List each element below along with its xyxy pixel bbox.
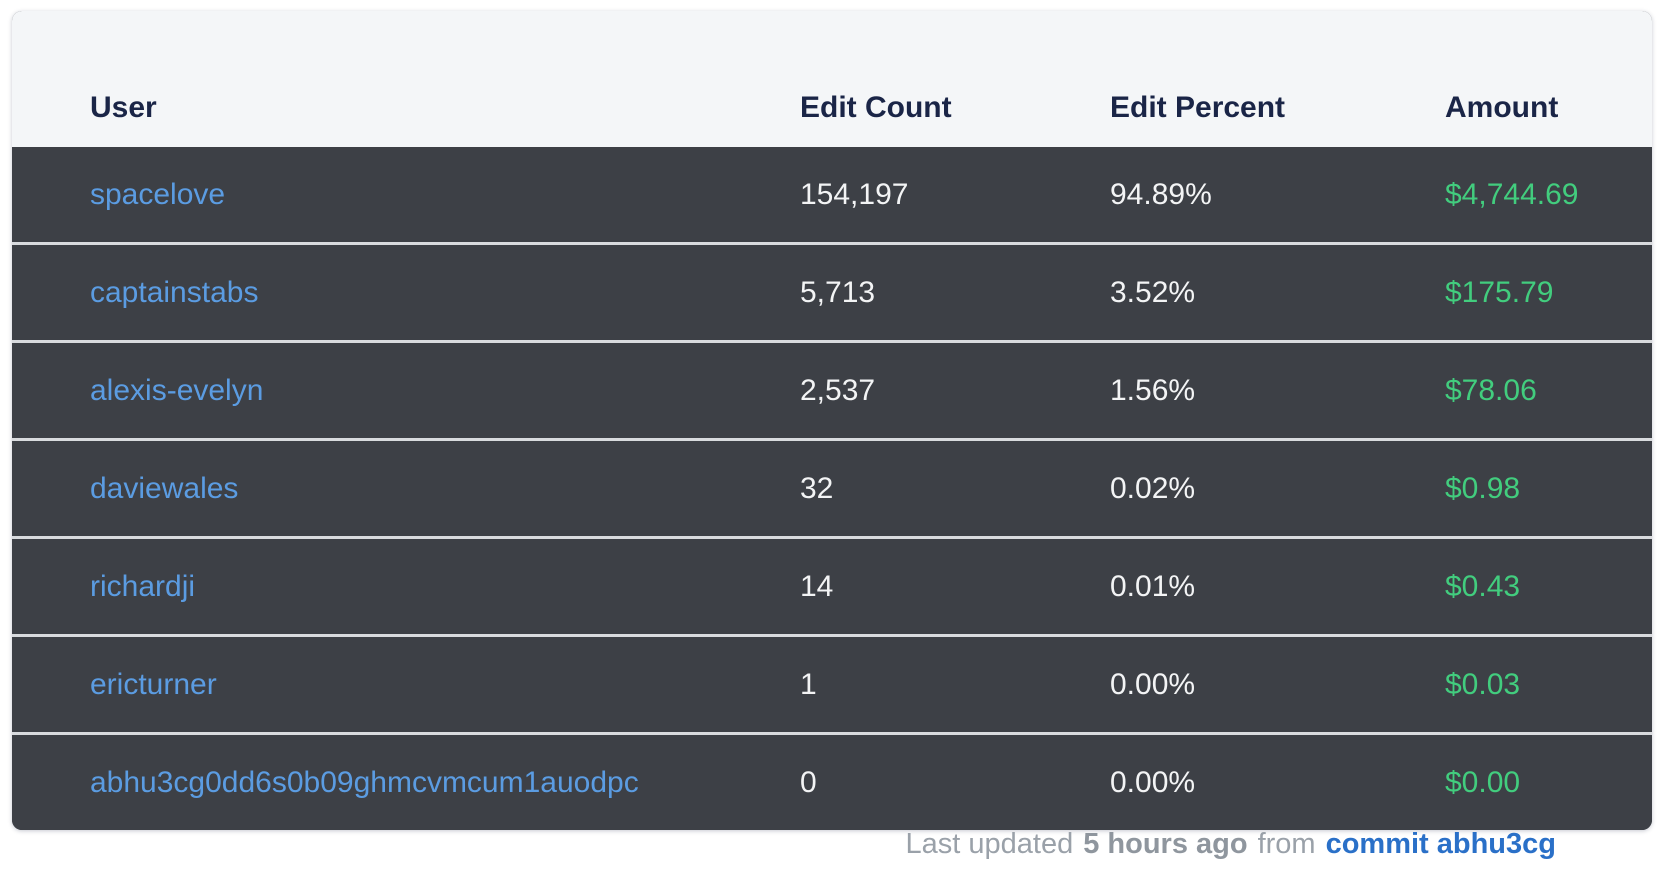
edit-percent-cell: 0.02% bbox=[1110, 438, 1445, 538]
edit-count-cell: 154,197 bbox=[800, 147, 1110, 244]
amount-cell: $4,744.69 bbox=[1445, 147, 1652, 244]
user-link[interactable]: spacelove bbox=[90, 177, 226, 211]
last-updated-note: Last updated 5 hours ago from commit abh… bbox=[0, 828, 1557, 861]
last-updated-label: Last updated bbox=[905, 828, 1074, 860]
table-row: abhu3cg0dd6s0b09ghmcvmcum1auodpc 0 0.00%… bbox=[12, 732, 1652, 830]
table-row: ericturner 1 0.00% $0.03 bbox=[12, 634, 1652, 734]
edit-count-cell: 0 bbox=[800, 732, 1110, 830]
table-body: spacelove 154,197 94.89% $4,744.69 capta… bbox=[12, 147, 1652, 830]
edit-count-cell: 14 bbox=[800, 536, 1110, 636]
edit-count-cell: 1 bbox=[800, 634, 1110, 734]
amount-cell: $175.79 bbox=[1445, 242, 1652, 342]
contributors-card: User Edit Count Edit Percent Amount spac… bbox=[12, 11, 1652, 830]
user-link[interactable]: daviewales bbox=[90, 471, 239, 505]
table-row: spacelove 154,197 94.89% $4,744.69 bbox=[12, 147, 1652, 244]
user-link[interactable]: alexis-evelyn bbox=[90, 373, 264, 407]
column-header-edit-count: Edit Count bbox=[800, 11, 1110, 147]
amount-cell: $0.00 bbox=[1445, 732, 1652, 830]
amount-cell: $0.43 bbox=[1445, 536, 1652, 636]
amount-cell: $0.98 bbox=[1445, 438, 1652, 538]
column-header-amount: Amount bbox=[1445, 11, 1652, 147]
edit-count-cell: 5,713 bbox=[800, 242, 1110, 342]
amount-cell: $0.03 bbox=[1445, 634, 1652, 734]
user-link[interactable]: richardji bbox=[90, 569, 196, 603]
table-row: richardji 14 0.01% $0.43 bbox=[12, 536, 1652, 636]
edit-count-cell: 32 bbox=[800, 438, 1110, 538]
edit-percent-cell: 94.89% bbox=[1110, 147, 1445, 244]
edit-percent-cell: 3.52% bbox=[1110, 242, 1445, 342]
user-link[interactable]: abhu3cg0dd6s0b09ghmcvmcum1auodpc bbox=[90, 765, 639, 799]
edit-percent-cell: 0.01% bbox=[1110, 536, 1445, 636]
table-row: alexis-evelyn 2,537 1.56% $78.06 bbox=[12, 340, 1652, 440]
table-row: daviewales 32 0.02% $0.98 bbox=[12, 438, 1652, 538]
user-link[interactable]: captainstabs bbox=[90, 275, 259, 309]
header-row: User Edit Count Edit Percent Amount bbox=[12, 11, 1652, 147]
column-header-user: User bbox=[12, 11, 800, 147]
last-updated-time: 5 hours ago bbox=[1083, 828, 1248, 860]
amount-cell: $78.06 bbox=[1445, 340, 1652, 440]
edit-percent-cell: 1.56% bbox=[1110, 340, 1445, 440]
table-header: User Edit Count Edit Percent Amount bbox=[12, 11, 1652, 147]
table-row: captainstabs 5,713 3.52% $175.79 bbox=[12, 242, 1652, 342]
from-label: from bbox=[1257, 828, 1316, 860]
commit-link[interactable]: commit abhu3cg bbox=[1325, 828, 1556, 860]
column-header-edit-percent: Edit Percent bbox=[1110, 11, 1445, 147]
user-link[interactable]: ericturner bbox=[90, 667, 217, 701]
edit-percent-cell: 0.00% bbox=[1110, 634, 1445, 734]
edit-count-cell: 2,537 bbox=[800, 340, 1110, 440]
contributors-table: User Edit Count Edit Percent Amount spac… bbox=[12, 11, 1652, 830]
edit-percent-cell: 0.00% bbox=[1110, 732, 1445, 830]
